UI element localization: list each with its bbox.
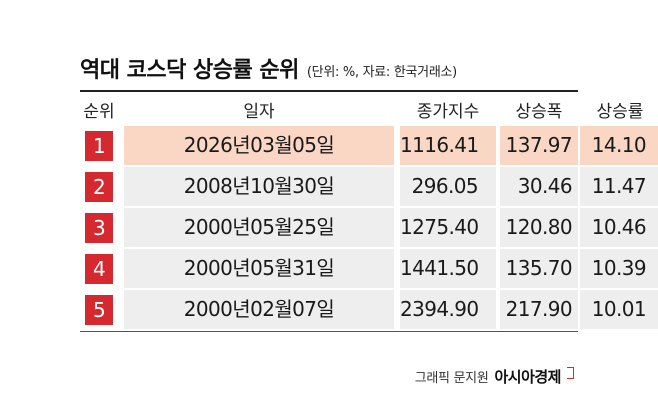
rank-cell: 3	[80, 208, 118, 247]
date-cell: 2000년05월31일	[124, 249, 394, 288]
rate-cell: 11.47	[580, 167, 658, 206]
date-cell: 2008년10월30일	[124, 167, 394, 206]
change-cell: 217.90	[500, 290, 578, 329]
table-row: 4 2000년05월31일 1441.50 135.70 10.39	[80, 249, 658, 288]
rank-badge: 3	[85, 212, 113, 243]
rate-cell: 10.01	[580, 290, 658, 329]
date-cell: 2000년05월25일	[124, 208, 394, 247]
page-subtitle: (단위: %, 자료: 한국거래소)	[306, 65, 457, 80]
rank-cell: 2	[80, 167, 118, 206]
rate-cell: 10.46	[580, 208, 658, 247]
rank-cell: 1	[80, 126, 118, 165]
close-cell: 1441.50	[400, 249, 496, 288]
close-cell: 296.05	[400, 167, 496, 206]
bottom-divider	[80, 331, 578, 332]
table-header: 순위 일자 종가지수 상승폭 상승률	[80, 92, 643, 126]
brand-logo: 아시아경제	[494, 367, 561, 386]
table-row: 3 2000년05월25일 1275.40 120.80 10.46	[80, 208, 658, 247]
close-cell: 2394.90	[400, 290, 496, 329]
date-cell: 2000년02월07일	[124, 290, 394, 329]
change-cell: 137.97	[500, 126, 578, 165]
rank-badge: 5	[85, 294, 113, 325]
date-cell: 2026년03월05일	[124, 126, 394, 165]
title-divider	[80, 90, 578, 92]
close-cell: 1116.41	[400, 126, 496, 165]
change-cell: 120.80	[500, 208, 578, 247]
graphic-credit: 그래픽 문지원	[414, 370, 489, 386]
rank-badge: 2	[85, 171, 113, 202]
close-cell: 1275.40	[400, 208, 496, 247]
rate-cell: 10.39	[580, 249, 658, 288]
table-row: 2 2008년10월30일 296.05 30.46 11.47	[80, 167, 658, 206]
header-date: 일자	[243, 102, 275, 122]
rank-cell: 4	[80, 249, 118, 288]
change-cell: 30.46	[500, 167, 578, 206]
header-change: 상승폭	[515, 102, 563, 122]
rank-badge: 1	[85, 130, 113, 161]
table-body: 1 2026년03월05일 1116.41 137.97 14.10 2 200…	[80, 126, 658, 331]
title-row: 역대 코스닥 상승률 순위 (단위: %, 자료: 한국거래소)	[80, 54, 580, 84]
header-rate: 상승률	[596, 102, 644, 122]
credit: 그래픽 문지원 아시아경제	[415, 366, 574, 386]
rate-cell: 14.10	[580, 126, 658, 165]
page-title: 역대 코스닥 상승률 순위	[80, 58, 299, 83]
rank-cell: 5	[80, 290, 118, 329]
brand-mark-icon	[567, 367, 574, 379]
table-row: 5 2000년02월07일 2394.90 217.90 10.01	[80, 290, 658, 329]
change-cell: 135.70	[500, 249, 578, 288]
table-row: 1 2026년03월05일 1116.41 137.97 14.10	[80, 126, 658, 165]
rank-badge: 4	[85, 253, 113, 284]
header-close: 종가지수	[416, 102, 480, 122]
header-rank: 순위	[83, 102, 115, 122]
